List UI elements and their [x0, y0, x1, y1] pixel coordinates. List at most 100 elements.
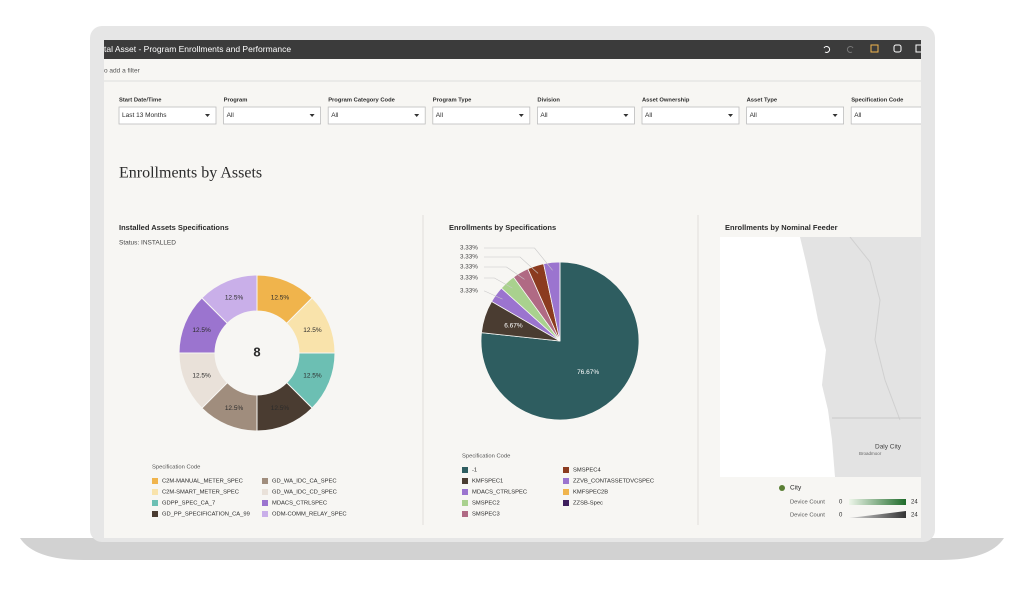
legend-title: Specification Code: [152, 465, 200, 471]
map-place: Broadmoor: [859, 451, 882, 456]
slice-label: 12.5%: [303, 327, 322, 334]
map-road: [849, 237, 901, 421]
filter-value: All: [645, 112, 653, 119]
toolbar: [823, 44, 922, 53]
legend-swatch: [152, 489, 158, 495]
filter-dropdown[interactable]: [537, 106, 635, 125]
undo-icon[interactable]: [823, 45, 831, 53]
filter-dropdown[interactable]: [641, 106, 740, 125]
slice-label: 12.5%: [225, 405, 244, 412]
slice-label: 76.67%: [577, 369, 599, 376]
legend-swatch: [462, 511, 468, 517]
filter-label: Specification Code: [851, 98, 904, 104]
legend-label: SMSPEC3: [472, 512, 500, 518]
slice-label: 3.33%: [460, 264, 478, 271]
filter-value: All: [227, 112, 235, 119]
filter-value: All: [436, 112, 444, 119]
legend-swatch: [152, 478, 158, 484]
filter-value: Last 13 Months: [122, 112, 167, 119]
scale-max: 24: [911, 513, 918, 519]
app: tal Asset - Program Enrollments and Perf…: [104, 40, 948, 525]
legend-swatch: [563, 478, 569, 484]
slice-label: 3.33%: [460, 288, 478, 295]
filter-label: Start Date/Time: [119, 98, 162, 104]
legend-label: KMFSPEC1: [472, 479, 503, 485]
legend-label: SMSPEC2: [472, 501, 500, 507]
filter-dropdown[interactable]: [327, 106, 426, 125]
dropdown-arrow: [623, 114, 629, 117]
legend-label: City: [790, 485, 802, 492]
dropdown-arrow: [205, 114, 210, 117]
legend-label: ZZSB-Spec: [573, 501, 603, 507]
scale-label: Device Count: [790, 513, 825, 519]
leader-line: [484, 266, 525, 280]
scale-min: 0: [839, 513, 843, 519]
legend-swatch: [262, 511, 268, 517]
leader-line: [484, 256, 539, 274]
legend-swatch: [462, 500, 468, 506]
filter-dropdown[interactable]: [850, 106, 948, 125]
legend-label: ODM-COMM_RELAY_SPEC: [272, 512, 347, 518]
legend-swatch: [779, 485, 785, 491]
dropdown-arrow: [728, 114, 733, 117]
app-title: tal Asset - Program Enrollments and Perf…: [104, 44, 291, 54]
filter-label: Division: [537, 98, 560, 104]
legend-label: KMFSPEC2B: [573, 490, 608, 496]
legend-swatch: [462, 478, 468, 484]
legend-swatch: [462, 467, 468, 473]
legend-label: C2M-MANUAL_METER_SPEC: [162, 479, 243, 485]
leader-line: [484, 277, 513, 289]
slice-label: 12.5%: [225, 294, 244, 301]
legend-swatch: [462, 489, 468, 495]
panel-title: Enrollments by Nominal Feeder: [725, 223, 838, 232]
legend-label: GD_WA_IDC_CA_SPEC: [272, 479, 337, 485]
map-place: Daly City: [875, 444, 902, 451]
leader-line: [484, 247, 553, 271]
filter-dropdown[interactable]: [118, 106, 217, 125]
map-land: [800, 237, 921, 477]
legend-label: GD_WA_IDC_CD_SPEC: [272, 490, 337, 496]
legend-label: C2M-SMART_METER_SPEC: [162, 490, 239, 496]
panel-title: Enrollments by Specifications: [449, 223, 556, 232]
map: Daly City Broadmoor: [720, 237, 921, 477]
filter-label: Asset Ownership: [642, 98, 690, 104]
redo-icon[interactable]: [846, 45, 854, 53]
legend-label: GDPP_SPEC_CA_7: [162, 501, 215, 507]
legend-label: MDACS_CTRLSPEC: [472, 490, 527, 496]
scale-label: Device Count: [790, 500, 825, 506]
slice-label: 3.33%: [460, 245, 478, 252]
panel-subtitle: Status: INSTALLED: [119, 240, 176, 247]
legend-label: ZZVB_CONTASSETDVCSPEC: [573, 479, 654, 485]
filter-prompt[interactable]: o add a filter: [104, 68, 141, 75]
edit-icon[interactable]: [870, 44, 879, 53]
share-icon[interactable]: [893, 44, 902, 53]
filter-value: All: [854, 112, 862, 119]
donut-slice: [201, 274, 258, 325]
legend-swatch: [563, 500, 569, 506]
slice-label: 12.5%: [192, 327, 211, 334]
filter-dropdown[interactable]: [746, 106, 844, 125]
slice-label: 12.5%: [192, 373, 211, 380]
slice-label: 12.5%: [303, 373, 322, 380]
filter-dropdown[interactable]: [432, 106, 531, 125]
legend-swatch: [262, 478, 268, 484]
panel-title: Installed Assets Specifications: [119, 223, 229, 232]
filter-label: Program: [224, 98, 248, 104]
legend-label: MDACS_CTRLSPEC: [272, 501, 327, 507]
menu-icon[interactable]: [915, 44, 922, 53]
dropdown-arrow: [518, 114, 524, 117]
filter-value: All: [540, 112, 548, 119]
dropdown-arrow: [832, 114, 838, 117]
filter-value: All: [750, 112, 758, 119]
leader-line: [484, 290, 503, 300]
slice-label: 3.33%: [460, 254, 478, 261]
legend-label: SMSPEC4: [573, 468, 601, 474]
scale-max: 24: [911, 500, 918, 506]
legend-title: Specification Code: [462, 454, 510, 460]
filter-dropdown[interactable]: [223, 106, 322, 125]
filter-label: Program Category Code: [328, 98, 395, 104]
legend-swatch: [563, 467, 569, 473]
slice-label: 12.5%: [271, 294, 290, 301]
